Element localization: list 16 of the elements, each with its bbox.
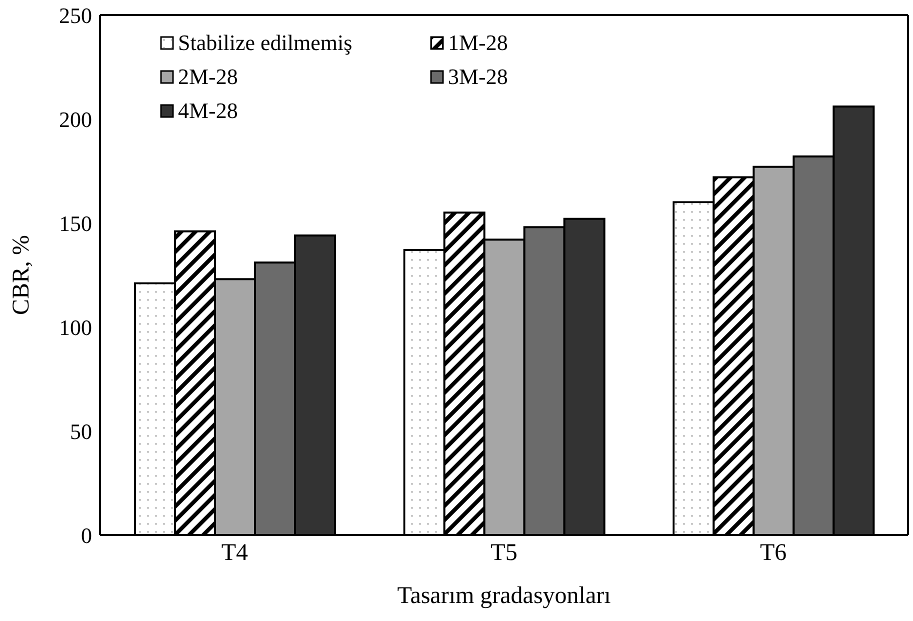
y-axis-title: CBR, % bbox=[8, 234, 35, 316]
legend-label: 3M-28 bbox=[448, 64, 508, 90]
y-tick-label: 50 bbox=[70, 418, 92, 444]
legend-label: 4M-28 bbox=[178, 98, 238, 124]
x-tick-label: T4 bbox=[221, 540, 248, 566]
legend-label: 1M-28 bbox=[448, 30, 508, 56]
legend-label: 2M-28 bbox=[178, 64, 238, 90]
y-tick-label: 200 bbox=[59, 106, 92, 132]
y-tick-label: 0 bbox=[81, 522, 92, 548]
y-tick-label: 150 bbox=[59, 210, 92, 236]
x-tick-label: T6 bbox=[760, 540, 787, 566]
legend-label: Stabilize edilmemiş bbox=[178, 30, 352, 56]
x-axis-title: Tasarım gradasyonları bbox=[397, 583, 612, 609]
x-tick-label: T5 bbox=[490, 540, 518, 566]
y-tick-label: 250 bbox=[59, 2, 92, 28]
y-tick-label: 100 bbox=[59, 314, 92, 340]
